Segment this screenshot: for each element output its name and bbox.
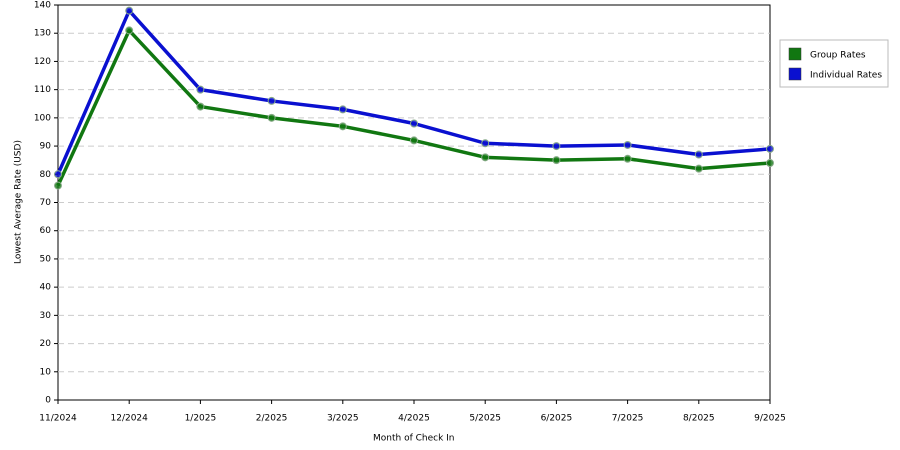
y-tick-label: 30 [40, 311, 52, 321]
data-point [54, 170, 62, 179]
data-point [196, 102, 205, 111]
y-tick-label: 0 [45, 396, 51, 406]
data-point [766, 159, 774, 167]
legend-label: Group Rates [810, 51, 866, 61]
data-point [694, 150, 703, 159]
y-tick-label: 110 [34, 85, 51, 95]
x-tick-label: 5/2025 [469, 414, 501, 424]
legend-label: Individual Rates [810, 71, 882, 81]
x-tick-label: 9/2025 [754, 414, 786, 424]
y-tick-label: 20 [40, 339, 52, 349]
y-tick-label: 140 [34, 1, 51, 11]
y-axis-label: Lowest Average Rate (USD) [14, 140, 24, 264]
data-point [623, 140, 632, 149]
y-tick-label: 90 [40, 142, 52, 152]
data-point [267, 96, 276, 105]
x-tick-label: 3/2025 [327, 414, 359, 424]
y-tick-label: 70 [40, 198, 52, 208]
y-tick-label: 130 [34, 29, 51, 39]
data-point [481, 153, 490, 162]
data-point [766, 144, 774, 153]
x-tick-label: 11/2024 [39, 414, 77, 424]
y-tick-label: 80 [40, 170, 52, 180]
y-tick-label: 60 [40, 226, 52, 236]
data-point [552, 142, 561, 151]
data-point [267, 113, 276, 122]
y-tick-label: 120 [34, 57, 51, 67]
y-tick-label: 10 [40, 367, 52, 377]
data-point [54, 181, 62, 190]
data-point [552, 156, 561, 165]
x-tick-label: 4/2025 [398, 414, 430, 424]
data-point [623, 154, 632, 163]
data-point [338, 105, 347, 114]
data-point [410, 136, 418, 145]
y-tick-label: 100 [34, 113, 51, 123]
y-tick-label: 50 [40, 254, 52, 264]
data-point [125, 26, 134, 35]
x-tick-label: 1/2025 [185, 414, 217, 424]
x-tick-label: 2/2025 [256, 414, 288, 424]
x-tick-label: 6/2025 [541, 414, 573, 424]
y-tick-label: 40 [40, 283, 52, 293]
legend-swatch [788, 67, 802, 81]
x-tick-label: 12/2024 [111, 414, 149, 424]
data-point [196, 85, 205, 94]
data-point [694, 164, 703, 173]
x-tick-label: 8/2025 [683, 414, 715, 424]
legend-swatch [788, 47, 802, 61]
data-point [338, 122, 347, 131]
x-axis-label: Month of Check In [373, 434, 455, 444]
data-point [481, 139, 490, 148]
data-point [410, 119, 418, 128]
x-tick-label: 7/2025 [612, 414, 644, 424]
data-point [125, 6, 134, 15]
